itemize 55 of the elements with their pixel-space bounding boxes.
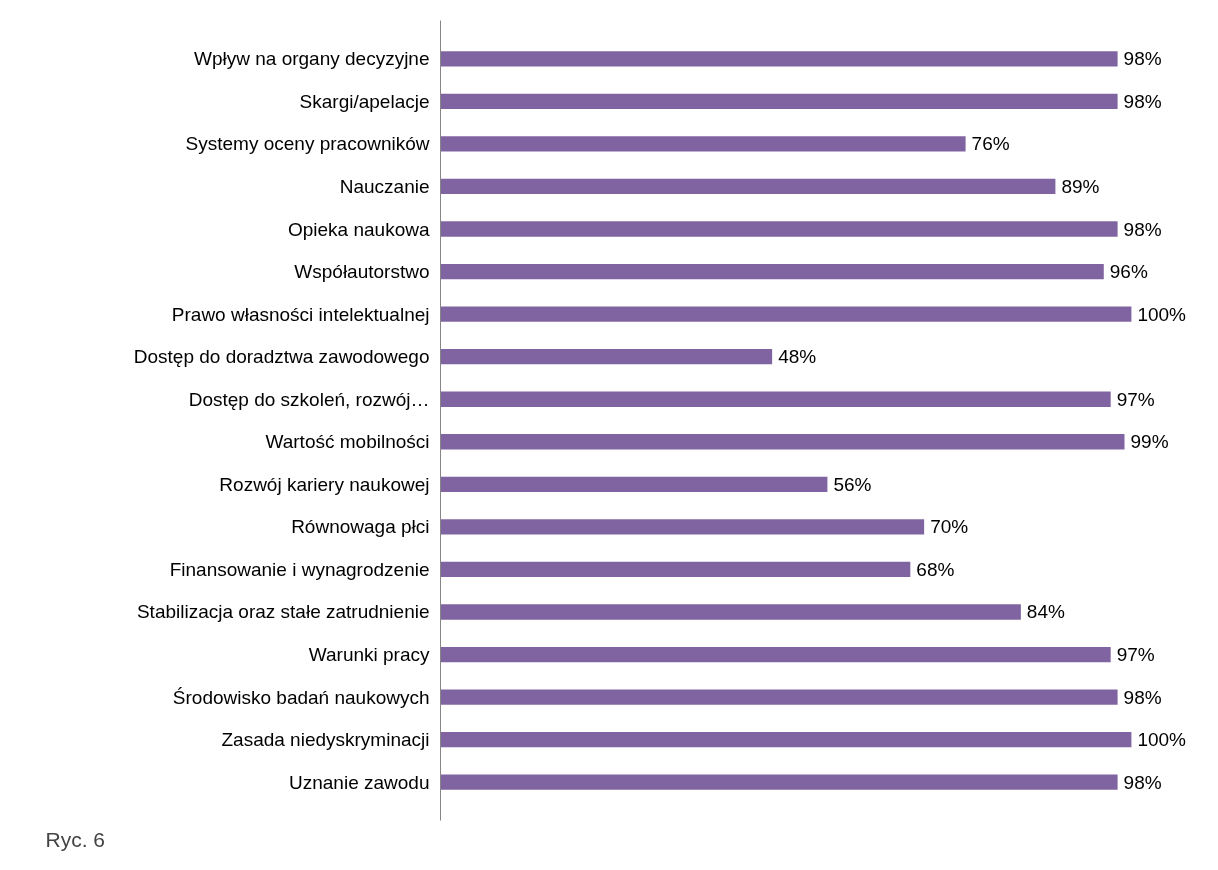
bar xyxy=(440,604,1021,620)
bar xyxy=(440,434,1125,450)
bar xyxy=(440,561,911,578)
data-label: 97% xyxy=(1116,388,1155,410)
y-tick-label: Współautorstwo xyxy=(294,261,430,283)
bar xyxy=(440,221,1118,237)
bar xyxy=(440,476,828,492)
bar xyxy=(440,51,1118,67)
y-tick-label: Wartość mobilności xyxy=(265,431,430,453)
bar xyxy=(440,93,1118,110)
bar xyxy=(440,178,1056,195)
data-label: 48% xyxy=(778,346,817,368)
y-tick-label: Nauczanie xyxy=(339,175,430,197)
data-label: 98% xyxy=(1123,686,1162,708)
text: Ryc. 6 xyxy=(45,827,106,851)
bar xyxy=(440,646,1111,663)
data-label: 76% xyxy=(971,133,1010,155)
data-label: 84% xyxy=(1026,601,1065,623)
bar xyxy=(440,349,773,365)
data-label: 98% xyxy=(1123,771,1162,793)
y-tick-label: Stabilizacja oraz stałe zatrudnienie xyxy=(136,601,430,623)
bar xyxy=(440,519,925,535)
data-label: 70% xyxy=(930,516,969,538)
bar xyxy=(440,774,1118,790)
data-label: 100% xyxy=(1137,729,1187,751)
data-label: 98% xyxy=(1123,48,1162,70)
y-tick-label: Uznanie zawodu xyxy=(289,771,430,793)
y-tick-label: Systemy oceny pracowników xyxy=(185,133,430,155)
bar xyxy=(440,136,966,152)
bar xyxy=(440,731,1132,748)
y-tick-label: Dostęp do szkoleń, rozwój… xyxy=(188,388,430,410)
data-label: 98% xyxy=(1123,218,1162,240)
bar xyxy=(440,306,1132,322)
y-tick-label: Równowaga płci xyxy=(291,516,430,538)
data-label: 98% xyxy=(1123,90,1162,112)
y-tick-label: Wpływ na organy decyzyjne xyxy=(194,48,430,70)
bar xyxy=(440,263,1104,280)
data-label: 89% xyxy=(1061,175,1100,197)
data-label: 96% xyxy=(1109,261,1148,283)
y-tick-label: Rozwój kariery naukowej xyxy=(219,473,430,495)
y-tick-label: Warunki pracy xyxy=(308,644,430,666)
y-tick-label: Skargi/apelacje xyxy=(299,90,430,112)
bar xyxy=(440,391,1111,407)
y-tick-label: Finansowanie i wynagrodzenie xyxy=(169,558,430,580)
data-label: 100% xyxy=(1137,303,1187,325)
y-tick-label: Dostęp do doradztwa zawodowego xyxy=(133,346,430,368)
data-label: 99% xyxy=(1130,431,1169,453)
y-tick-label: Opieka naukowa xyxy=(287,218,430,240)
bar xyxy=(440,689,1118,705)
y-tick-label: Prawo własności intelektualnej xyxy=(171,303,430,325)
data-label: 68% xyxy=(916,558,955,580)
data-label: 97% xyxy=(1116,644,1155,666)
y-tick-label: Zasada niedyskryminacji xyxy=(221,729,430,751)
y-tick-label: Środowisko badań naukowych xyxy=(172,686,430,708)
data-label: 56% xyxy=(833,473,872,495)
